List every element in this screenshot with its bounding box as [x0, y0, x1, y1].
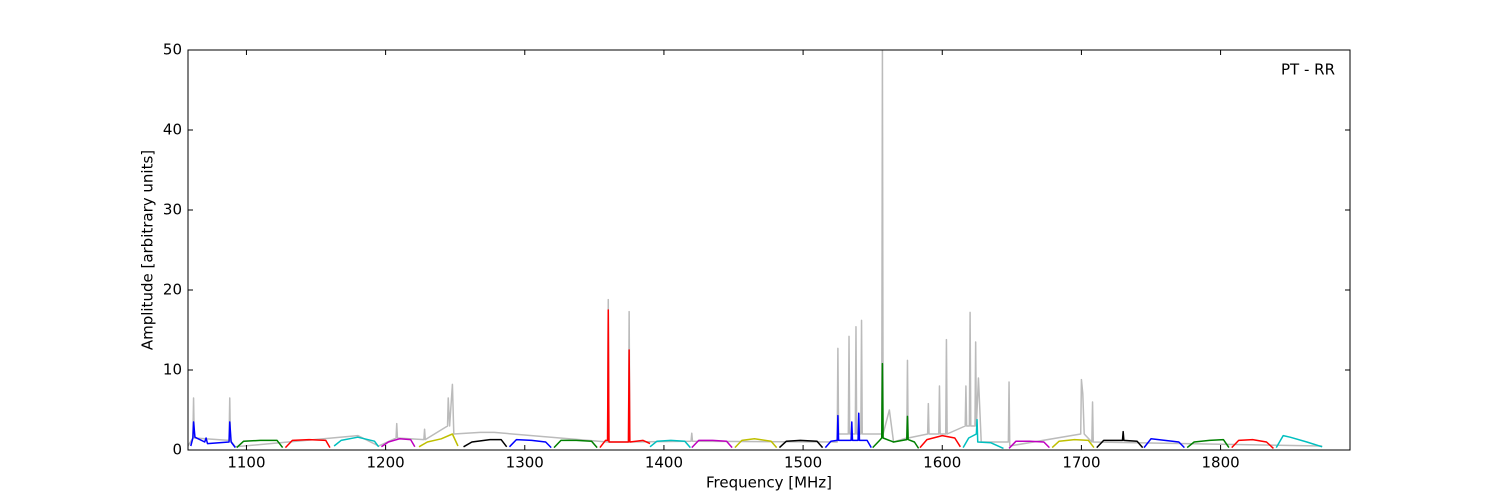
x-tick-label: 1200 [367, 454, 405, 472]
series-line [1275, 434, 1323, 448]
series-line [553, 439, 598, 449]
x-tick-label: 1300 [506, 454, 544, 472]
series-line [649, 439, 691, 449]
x-tick-label: 1500 [784, 454, 822, 472]
series-line [734, 438, 778, 449]
annotation: PT - RR [1281, 61, 1335, 79]
y-tick-label: 0 [172, 441, 182, 459]
series-line [872, 362, 920, 449]
x-tick-label: 1700 [1062, 454, 1100, 472]
series-line [962, 418, 1004, 450]
series-line [508, 438, 552, 449]
series-line [190, 421, 236, 449]
series-line [418, 433, 459, 448]
series-line [691, 439, 733, 449]
series-line [1096, 430, 1144, 449]
y-axis-label: Amplitude [arbitrary units] [139, 150, 157, 350]
x-tick-label: 1600 [923, 454, 961, 472]
y-tick-label: 20 [163, 281, 182, 299]
y-tick-label: 40 [163, 121, 182, 139]
series-line [381, 438, 416, 448]
plot-frame [187, 49, 1351, 451]
series-line [333, 436, 380, 448]
x-axis-label: Frequency [MHz] [706, 474, 832, 492]
series-line [1231, 438, 1274, 449]
series-line [1008, 440, 1050, 449]
series-line [599, 309, 651, 449]
y-tick-label: 50 [163, 41, 182, 59]
series-line [236, 439, 284, 449]
series-line [824, 412, 872, 449]
y-tick-label: 30 [163, 201, 182, 219]
series-line [1051, 438, 1095, 449]
y-tick-label: 10 [163, 361, 182, 379]
series-line [1186, 438, 1230, 449]
x-tick-label: 1100 [227, 454, 265, 472]
series-line [463, 438, 508, 448]
series-line [284, 438, 331, 449]
series-line [778, 439, 824, 449]
x-tick-label: 1800 [1201, 454, 1239, 472]
plot-lines [188, 50, 1323, 450]
series-line [919, 434, 961, 449]
series-line [188, 50, 1323, 448]
x-tick-label: 1400 [645, 454, 683, 472]
series-line [1143, 438, 1185, 449]
